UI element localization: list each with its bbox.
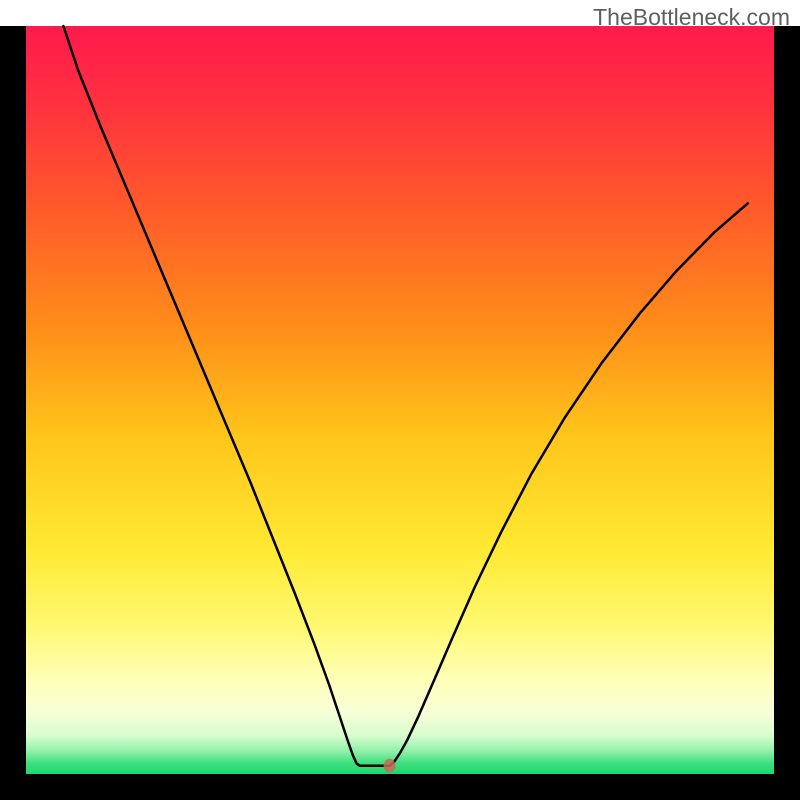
- chart-background: [26, 26, 774, 774]
- optimal-marker: [384, 759, 396, 773]
- chart-border: [0, 26, 26, 774]
- chart-container: TheBottleneck.com: [0, 0, 800, 800]
- bottleneck-chart: [0, 0, 800, 800]
- chart-border: [0, 774, 800, 800]
- watermark-text: TheBottleneck.com: [593, 4, 790, 31]
- chart-border: [774, 26, 800, 774]
